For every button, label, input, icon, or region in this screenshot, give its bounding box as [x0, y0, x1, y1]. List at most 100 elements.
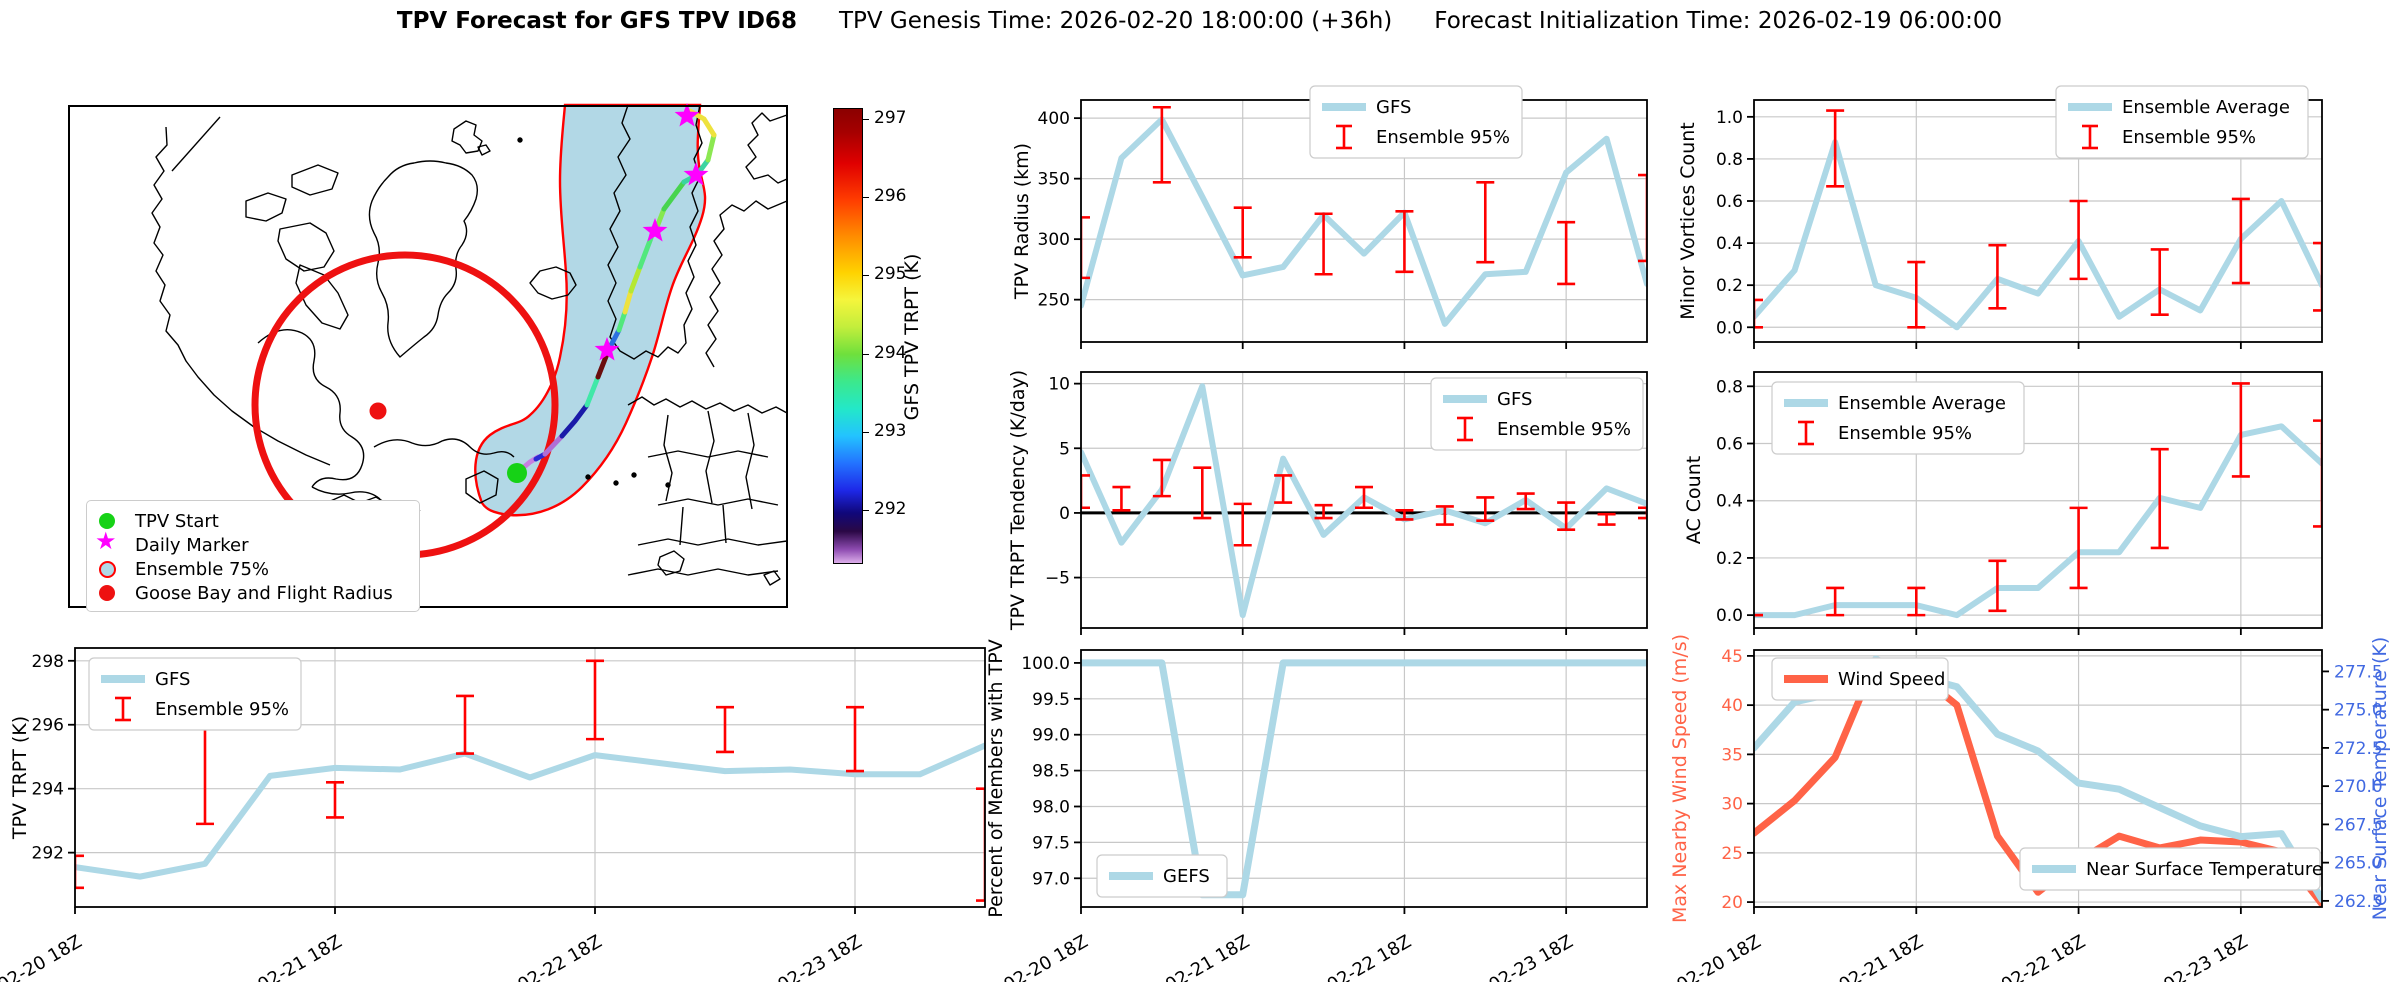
legend-item-tpv-start: TPV Start	[97, 509, 409, 533]
colorbar-label-holder: GFS TPV TRPT (K)	[901, 254, 923, 421]
chart-legend: Ensemble Average Ensemble 95%	[1771, 381, 2025, 455]
y2-tick-label: 277.5	[2334, 662, 2383, 682]
x-tick-label: 02-23 18Z	[2160, 931, 2251, 982]
y-tick-label: 350	[1038, 170, 1070, 190]
x-tick-label: 02-20 18Z	[1000, 931, 1091, 982]
legend-label: Ensemble Average	[2122, 97, 2290, 118]
colorbar	[833, 108, 863, 564]
legend-label: TPV Start	[135, 510, 219, 532]
map-border	[68, 105, 788, 608]
x-tick-label: 02-20 18Z	[0, 931, 86, 982]
y-tick-label: 25	[1721, 844, 1743, 864]
x-tick-label: 02-21 18Z	[1162, 931, 1253, 982]
series-wind-speed	[1754, 657, 2322, 907]
y2-tick-label: 265.0	[2334, 854, 2383, 874]
track-segment	[616, 309, 628, 333]
chart-percent_members: 100.0 99.5 99.0 98.5 98.0 97.5 97.0 02-20 18Z 02…	[985, 639, 1648, 982]
legend-label: Daily Marker	[135, 534, 249, 556]
legend-label: Ensemble 95%	[2122, 127, 2256, 148]
legend-item-goose-bay: Goose Bay and Flight Radius	[97, 581, 409, 605]
y-tick-label: 99.5	[1032, 690, 1070, 710]
legend-label: GFS	[155, 669, 190, 690]
y-tick-label: 98.5	[1032, 762, 1070, 782]
colorbar-tick	[862, 118, 869, 120]
y-tick-label: 0.8	[1716, 150, 1743, 170]
y-tick-label: 5	[1059, 439, 1070, 459]
y-tick-label: 97.5	[1032, 833, 1070, 853]
y-tick-label: 98.0	[1032, 797, 1070, 817]
chart-legend: GFS Ensemble 95%	[1309, 85, 1523, 159]
y-tick-label: 100.0	[1021, 654, 1070, 674]
colorbar-tick	[862, 353, 869, 355]
y-tick-label: 35	[1721, 745, 1743, 765]
chart-minor_vortices: 1.0 0.8 0.6 0.4 0.2 0.0 Minor Vortices Count En…	[1677, 85, 2323, 349]
track-segment	[628, 264, 643, 294]
title-init: Forecast Initialization Time: 2026-02-19…	[1434, 8, 2003, 34]
chart-legend: Ensemble Average Ensemble 95%	[2055, 85, 2309, 159]
x-tick-label: 02-22 18Z	[1998, 931, 2089, 982]
y-tick-label: 296	[32, 716, 64, 736]
series-ensemble-average	[1754, 139, 2322, 331]
series-gefs	[1081, 659, 1647, 899]
y-tick-label: 0.2	[1716, 549, 1743, 569]
y-tick-label: 30	[1721, 795, 1743, 815]
y-tick-label: 1.0	[1716, 108, 1743, 128]
y-tick-label: 292	[32, 844, 64, 864]
track-segment	[705, 132, 717, 163]
legend-label: Ensemble 95%	[155, 699, 289, 720]
goose-bay-dot	[369, 402, 387, 420]
daily-marker-star-icon: ★	[95, 527, 117, 555]
chart-legend: Near Surface Temperature	[2019, 847, 2323, 891]
axes-frame	[1753, 649, 2323, 908]
x-tick-label: 02-23 18Z	[1485, 931, 1576, 982]
legend-item-daily-marker: ★ Daily Marker	[95, 527, 409, 557]
colorbar-label: GFS TPV TRPT (K)	[901, 254, 923, 421]
x-tick-label: 02-22 18Z	[514, 931, 605, 982]
track-segment	[559, 402, 590, 439]
figure-title: TPV Forecast for GFS TPV ID68 TPV Genesis…	[0, 8, 2399, 34]
colorbar-tick-label: 294	[874, 342, 907, 363]
chart-legend: Wind Speed	[1771, 657, 1949, 701]
legend-label: Ensemble 75%	[135, 558, 269, 580]
colorbar-tick	[862, 196, 869, 198]
x-tick-label: 02-23 18Z	[774, 931, 865, 982]
chart-tpv_trpt_tendency: 10 5 0 −5 TPV TRPT Tendency (K/day) GFS Ensemb…	[1007, 370, 1648, 635]
legend-label: Ensemble Average	[1838, 393, 2006, 414]
legend-label: Ensemble 95%	[1376, 127, 1510, 148]
chart-wind_temp: 45 40 35 30 25 20 277.5 275.0 272.5 270.0 267.5 265…	[1669, 634, 2391, 982]
y2-axis-label: Near Surface Temperature (K)	[2369, 637, 2391, 921]
y-tick-label: −5	[1045, 569, 1070, 589]
daily-marker-star	[683, 162, 709, 186]
x-tick-label: 02-21 18Z	[254, 931, 345, 982]
y-tick-label: 0.0	[1716, 318, 1743, 338]
legend-label: Goose Bay and Flight Radius	[135, 582, 393, 604]
y-tick-label: 0	[1059, 504, 1070, 524]
y-tick-label: 20	[1721, 893, 1743, 913]
y-tick-label: 0.6	[1716, 435, 1743, 455]
ensemble-75-icon	[97, 560, 119, 578]
y-tick-label: 10	[1048, 375, 1070, 395]
y-tick-label: 0.6	[1716, 192, 1743, 212]
track-segment	[661, 179, 687, 212]
y2-tick-label: 262.5	[2334, 892, 2383, 912]
axes-frame	[1753, 99, 2323, 343]
y-tick-label: 298	[32, 652, 64, 672]
chart-legend: GFS Ensemble 95%	[1430, 377, 1644, 451]
legend-label: Wind Speed	[1838, 669, 1945, 690]
y-tick-label: 250	[1038, 291, 1070, 311]
legend-label: GEFS	[1163, 866, 1210, 887]
colorbar-tick-label: 293	[874, 420, 907, 441]
y2-tick-label: 267.5	[2334, 815, 2383, 835]
track-segment	[542, 433, 565, 457]
axes-frame	[74, 647, 986, 908]
x-tick-label: 02-21 18Z	[1836, 931, 1927, 982]
y2-tick-label: 270.0	[2334, 777, 2383, 797]
y-axis-label: TPV Radius (km)	[1011, 143, 1033, 300]
y-tick-label: 0.2	[1716, 276, 1743, 296]
daily-marker-star	[642, 218, 668, 242]
daily-marker-star	[594, 337, 620, 361]
track-segment	[584, 374, 601, 408]
